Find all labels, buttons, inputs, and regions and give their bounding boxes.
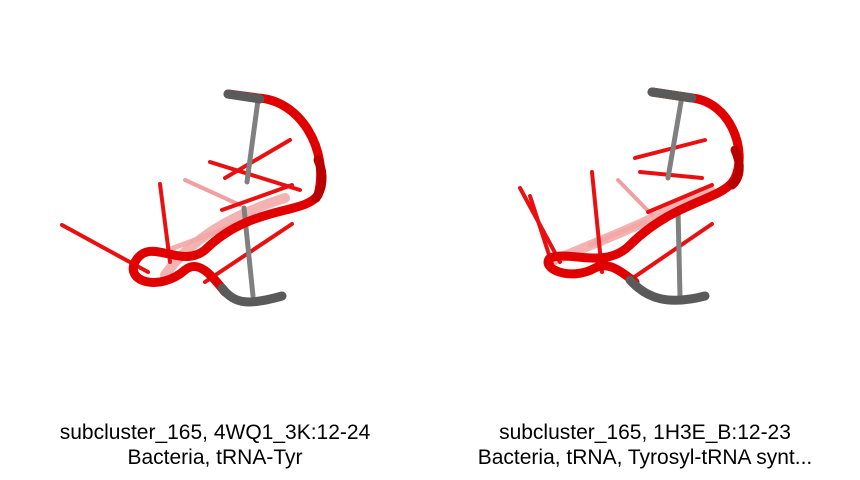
pair-stick [675, 207, 683, 299]
terminal-5prime [223, 89, 265, 104]
caption-line1: subcluster_165, 4WQ1_3K:12-24 [59, 421, 371, 444]
structure-caption-left: subcluster_165, 4WQ1_3K:12-24 Bacteria, … [0, 420, 430, 470]
terminal-3prime [217, 283, 287, 307]
terminal-3prime [625, 275, 710, 305]
pair-stick [244, 97, 261, 185]
pair-stick [665, 93, 685, 181]
rna-structure-render-right [518, 87, 744, 305]
base-stick [220, 183, 294, 212]
caption-line1: subcluster_165, 1H3E_B:12-23 [499, 421, 791, 444]
base-stick [616, 178, 654, 217]
base-stick [628, 222, 714, 282]
terminal-5prime [647, 87, 697, 103]
backbone-back [160, 193, 290, 280]
base-stick [208, 160, 302, 192]
base-stick [223, 138, 292, 180]
backbone-shade [727, 145, 744, 190]
backbone-shade [311, 155, 327, 203]
structure-panel-left: subcluster_165, 4WQ1_3K:12-24 Bacteria, … [0, 89, 430, 470]
base-stick [183, 178, 242, 207]
rna-structure-render-left [60, 89, 327, 307]
base-stick [528, 194, 554, 266]
structure-panel-right: subcluster_165, 1H3E_B:12-23 Bacteria, t… [430, 0, 860, 480]
caption-line2: Bacteria, tRNA-Tyr [127, 446, 303, 469]
caption-line2: Bacteria, tRNA, Tyrosyl-tRNA synt... [477, 446, 813, 469]
backbone-front [128, 89, 326, 297]
base-stick [646, 183, 714, 214]
backbone-back [545, 185, 715, 267]
structure-caption-right: subcluster_165, 1H3E_B:12-23 Bacteria, t… [430, 420, 860, 470]
base-stick [158, 182, 172, 264]
base-stick [633, 138, 707, 160]
